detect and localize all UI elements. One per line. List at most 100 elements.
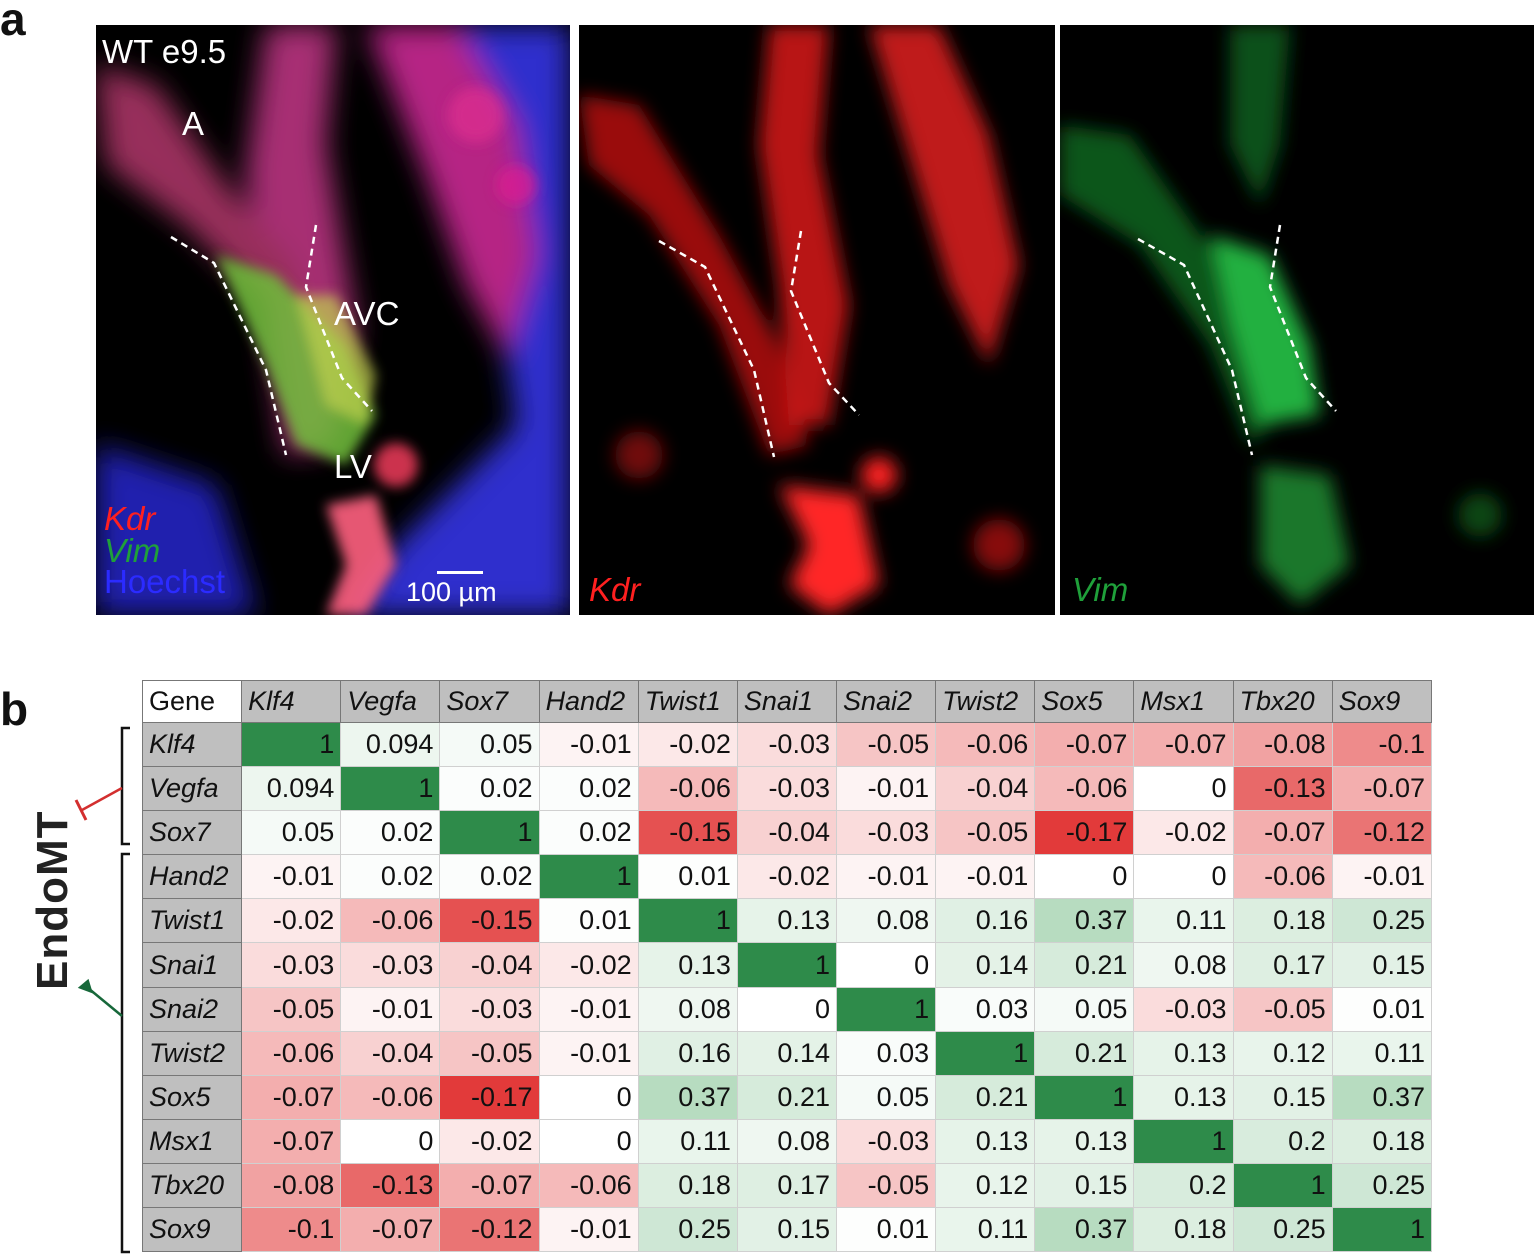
heatmap-cell: 0 (736, 986, 837, 1032)
heatmap-cell: 0.08 (1133, 942, 1234, 988)
row-header: Twist1 (141, 898, 243, 944)
heatmap-cell: -0.01 (241, 854, 342, 900)
heatmap-cell: -0.01 (538, 986, 639, 1032)
heatmap-cell: 0.15 (736, 1207, 837, 1253)
heatmap-cell: 0.02 (439, 854, 540, 900)
table-row: Klf4 1 0.094 0.05 -0.01 -0.02 -0.03 -0.05 -0.06-… (141, 721, 1433, 768)
legend-hoechst: Hoechst (104, 563, 226, 600)
heatmap-cell: -0.05 (241, 986, 342, 1032)
heatmap-cell: 0.13 (935, 1118, 1036, 1164)
table-row: Msx1 -0.07 0 -0.02 0 0.11 0.08 -0.03 0.13 0.13 1 0.… (141, 1118, 1433, 1164)
heatmap-cell: 0.25 (1331, 898, 1433, 944)
heatmap-cell: 0.21 (935, 1074, 1036, 1120)
heatmap-cell: -0.04 (935, 766, 1036, 812)
table-row: Snai1 -0.03 -0.03 -0.04 -0.02 0.13 1 0 0.14 0.21 0… (141, 942, 1433, 988)
heatmap-cell: -0.01 (538, 721, 639, 768)
heatmap-cell: -0.06 (1034, 766, 1135, 812)
heatmap-cell: -0.02 (241, 898, 342, 944)
heatmap-cell: 0 (835, 942, 937, 988)
heatmap-cell: -0.08 (241, 1162, 342, 1209)
heatmap-cell: 0.21 (1034, 1030, 1135, 1076)
heatmap-cell: 0.094 (340, 721, 441, 768)
heatmap-cell: -0.15 (637, 810, 738, 856)
row-header: Sox5 (141, 1074, 243, 1120)
heatmap-cell: 1 (736, 942, 837, 988)
heatmap-cell: -0.17 (439, 1074, 540, 1120)
heatmap-cell: -0.07 (1232, 810, 1333, 856)
heatmap-cell: 0.2 (1133, 1162, 1234, 1209)
heatmap-cell: -0.07 (439, 1162, 540, 1209)
heatmap-cell: 1 (1232, 1162, 1333, 1209)
heatmap-cell: 0.37 (1034, 1207, 1135, 1253)
column-header: Twist2 (935, 680, 1036, 723)
heatmap-cell: -0.04 (439, 942, 540, 988)
vim-panel-label: Vim (1072, 571, 1129, 608)
heatmap-cell: 0.13 (736, 898, 837, 944)
heatmap-cell: 0.05 (1034, 986, 1135, 1032)
heatmap-cell: 0.02 (340, 810, 441, 856)
heatmap-cell: 0.37 (1034, 898, 1135, 944)
heatmap-cell: -0.15 (439, 898, 540, 944)
heatmap-cell: -0.03 (835, 1118, 937, 1164)
heatmap-cell: 0.25 (637, 1207, 738, 1253)
heatmap-cell: -0.02 (439, 1118, 540, 1164)
heatmap-cell: -0.06 (637, 766, 738, 812)
heatmap-cell: -0.01 (538, 1030, 639, 1076)
heatmap-cell: -0.01 (835, 854, 937, 900)
heatmap-cell: 0.37 (1331, 1074, 1433, 1120)
heatmap-cell: -0.06 (1232, 854, 1333, 900)
kdr-micrograph: Kdr (579, 25, 1055, 615)
avc-label: AVC (334, 295, 400, 332)
heatmap-cell: -0.06 (935, 721, 1036, 768)
header-row: Gene Klf4 Vegfa Sox7 Hand2 Twist1 Snai1 Snai2 Tw… (141, 680, 1433, 723)
heatmap-cell: 0 (1133, 854, 1234, 900)
heatmap-cell: -0.06 (241, 1030, 342, 1076)
heatmap-cell: 0.18 (1232, 898, 1333, 944)
heatmap-cell: -0.03 (736, 766, 837, 812)
row-header: Klf4 (141, 721, 243, 768)
legend-kdr: Kdr (104, 500, 156, 537)
heatmap-cell: 0.16 (935, 898, 1036, 944)
heatmap-cell: -0.05 (835, 721, 937, 768)
merged-micrograph: WT e9.5 A AVC LV Kdr Vim Hoechst 100 µm (96, 25, 570, 615)
heatmap-cell: -0.03 (1133, 986, 1234, 1032)
heatmap-cell: -0.01 (340, 986, 441, 1032)
heatmap-cell: 0.15 (1331, 942, 1433, 988)
heatmap-cell: -0.07 (1133, 721, 1234, 768)
correlation-heatmap-table: Gene Klf4 Vegfa Sox7 Hand2 Twist1 Snai1 Snai2 Tw… (141, 680, 1433, 1253)
row-header: Vegfa (141, 766, 243, 812)
heatmap-cell: 0.01 (637, 854, 738, 900)
heatmap-cell: 0.05 (241, 810, 342, 856)
heatmap-cell: -0.12 (439, 1207, 540, 1253)
heatmap-cell: 1 (835, 986, 937, 1032)
heatmap-cell: 0.01 (1331, 986, 1433, 1032)
heatmap-cell: -0.01 (538, 1207, 639, 1253)
table-row: Twist1 -0.02 -0.06 -0.15 0.01 1 0.13 0.08 0.16 0.… (141, 898, 1433, 944)
inhibition-bar (74, 799, 88, 821)
heatmap-cell: 0.2 (1232, 1118, 1333, 1164)
heatmap-cell: 0 (538, 1118, 639, 1164)
heatmap-cell: 0.05 (439, 721, 540, 768)
legend-vim: Vim (104, 532, 161, 569)
heatmap-cell: -0.03 (241, 942, 342, 988)
heatmap-cell: 1 (538, 854, 639, 900)
heatmap-cell: -0.07 (340, 1207, 441, 1253)
heatmap-cell: 0.16 (637, 1030, 738, 1076)
row-header: Snai1 (141, 942, 243, 988)
heatmap-cell: -0.02 (637, 721, 738, 768)
endomt-bracket (74, 726, 130, 1254)
heatmap-cell: -0.05 (1232, 986, 1333, 1032)
heatmap-cell: -0.01 (1331, 854, 1433, 900)
heatmap-cell: 0.03 (935, 986, 1036, 1032)
activation-line (87, 987, 123, 1017)
column-header: Snai1 (736, 680, 837, 723)
heatmap-cell: -0.06 (340, 898, 441, 944)
heatmap-cell: 1 (1133, 1118, 1234, 1164)
heatmap-cell: 0.11 (935, 1207, 1036, 1253)
lv-label: LV (334, 448, 372, 485)
heatmap-cell: 0.11 (1331, 1030, 1433, 1076)
heatmap-cell: -0.05 (935, 810, 1036, 856)
panel-a-letter: a (0, 0, 26, 45)
kdr-panel-label: Kdr (589, 571, 641, 608)
heatmap-cell: 0.18 (1133, 1207, 1234, 1253)
